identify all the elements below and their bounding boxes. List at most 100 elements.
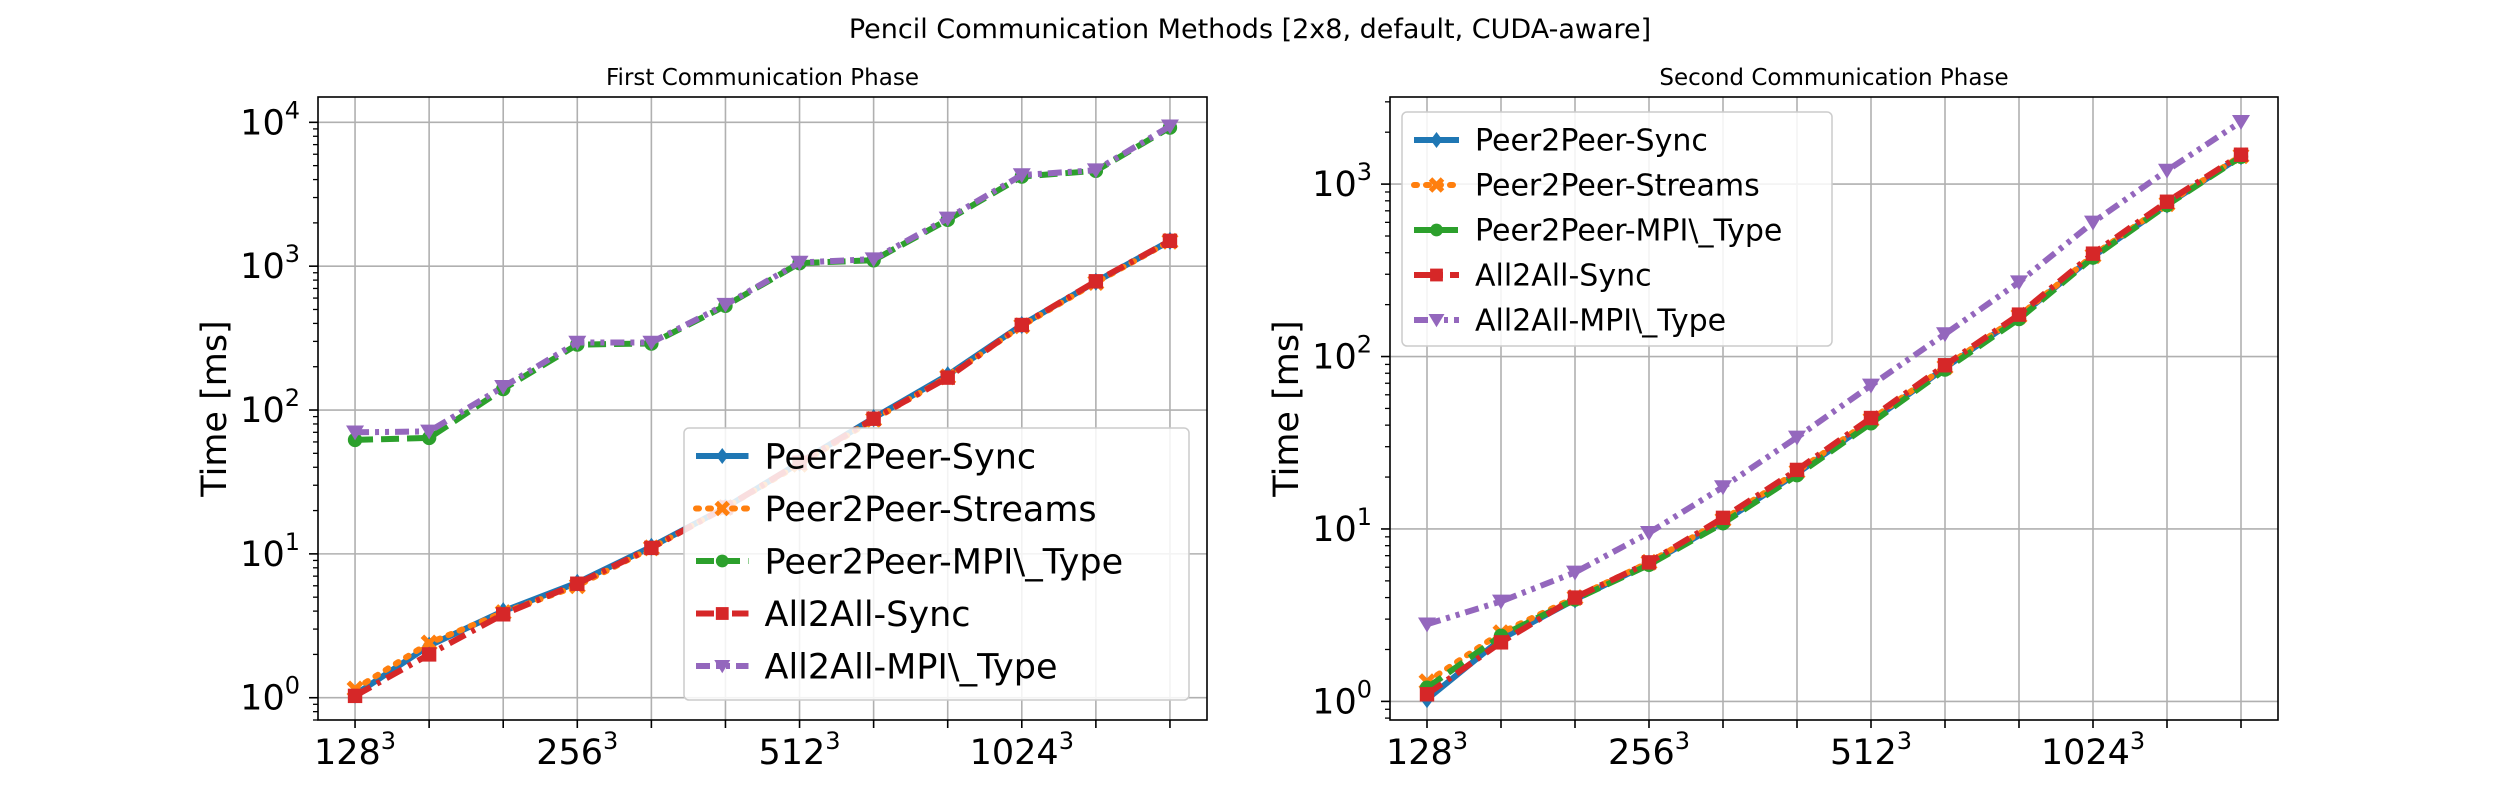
legend: Peer2Peer-Sync Peer2Peer-Streams Peer2Peer… [1401, 111, 1833, 347]
legend-label: Peer2Peer-MPI\_Type [765, 542, 1124, 582]
series-line-all2all-mpi-type [1426, 119, 2243, 628]
data-point-all2all-mpi-type [1418, 617, 1436, 633]
legend-swatch-marker [716, 448, 729, 464]
data-point-all2all-sync [1088, 274, 1104, 289]
subplot-title: First Communication Phase [606, 65, 919, 91]
subplot-first-phase: 1283 2563 5123 10243 100 101 102 103 104 First Co… [195, 65, 1208, 773]
legend-swatch-marker [1430, 268, 1443, 282]
data-point-all2all-sync [866, 411, 881, 426]
x-tick-label: 5123 [758, 727, 840, 773]
legend-label: All2All-Sync [765, 595, 971, 635]
data-point-all2all-sync [2011, 307, 2027, 322]
series-line-all2all-sync [1425, 152, 2243, 697]
legend-swatch-marker [1430, 132, 1443, 148]
data-point-all2all-mpi-type [494, 380, 513, 395]
data-point-all2all-mpi-type [2232, 114, 2250, 130]
legend-label: Peer2Peer-Streams [1475, 169, 1760, 204]
series-line-peer2peer-mpi-type [1425, 154, 2243, 691]
data-point-all2all-mpi-type [420, 424, 439, 440]
data-point-all2all-mpi-type [1936, 327, 1954, 343]
y-tick-label: 100 [240, 672, 300, 719]
data-point-all2all-sync [1162, 233, 1178, 249]
data-point-all2all-mpi-type [2158, 163, 2176, 179]
data-point-all2all-mpi-type [1012, 168, 1031, 184]
data-point-all2all-mpi-type [1160, 119, 1179, 135]
axes-frame [317, 96, 1208, 721]
subplot-title: Second Communication Phase [1659, 65, 2008, 91]
figure-suptitle: Pencil Communication Methods [2x8, defau… [848, 14, 1652, 45]
y-tick-label: 101 [1312, 503, 1372, 550]
data-point-all2all-mpi-type [642, 335, 661, 351]
data-point-all2all-mpi-type [790, 255, 809, 271]
y-axis-label: Time [ms] [195, 320, 235, 497]
data-point-all2all-mpi-type [1086, 163, 1105, 179]
data-point-all2all-mpi-type [1640, 526, 1658, 541]
y-axis-label: Time [ms] [1267, 320, 1307, 497]
legend-swatch-marker [1428, 177, 1445, 193]
x-tick-label: 2563 [536, 727, 618, 773]
data-point-all2all-mpi-type [2010, 275, 2028, 291]
data-point-all2all-sync [1419, 687, 1435, 702]
x-tick-label: 10243 [970, 727, 1074, 773]
legend-label: All2All-MPI\_Type [1475, 304, 1726, 339]
y-tick-label: 102 [1312, 331, 1372, 378]
x-tick-label: 1283 [314, 727, 396, 773]
legend-swatch-marker [1428, 314, 1445, 328]
series-line-all2all-mpi-type [355, 123, 1172, 436]
legend-label: All2All-Sync [1475, 259, 1652, 294]
x-tick-label: 10243 [2041, 727, 2145, 773]
data-point-all2all-sync [644, 540, 659, 556]
legend-swatch-marker [715, 607, 729, 620]
data-point-all2all-mpi-type [568, 335, 587, 351]
data-point-all2all-sync [1493, 635, 1509, 650]
legend-box [683, 427, 1190, 701]
data-point-all2all-mpi-type [864, 252, 883, 268]
legend-swatch-marker [715, 554, 729, 568]
x-tick-label: 2563 [1608, 727, 1690, 773]
subplot-second-phase: 1283 2563 5123 10243 100 101 102 103 Second Comm… [1267, 65, 2279, 773]
data-point-all2all-sync [2085, 246, 2101, 261]
x-tick-label: 5123 [1830, 727, 1912, 773]
legend-label: Peer2Peer-Sync [1475, 124, 1708, 159]
legend-box [1401, 111, 1833, 347]
data-point-all2all-mpi-type [1788, 430, 1806, 446]
data-point-all2all-sync [1789, 462, 1805, 478]
data-point-all2all-mpi-type [1714, 480, 1732, 496]
legend-label: Peer2Peer-Streams [765, 490, 1097, 530]
legend-swatch-marker [714, 500, 731, 517]
y-tick-label: 103 [1312, 158, 1372, 205]
data-point-all2all-mpi-type [716, 297, 735, 313]
data-point-all2all-sync [1567, 590, 1583, 605]
y-tick-label: 101 [240, 528, 300, 575]
legend: Peer2Peer-Sync Peer2Peer-Streams Peer2Peer… [683, 427, 1190, 701]
data-point-all2all-sync [2159, 194, 2175, 209]
data-point-all2all-sync [940, 370, 955, 385]
y-tick-label: 103 [240, 240, 300, 287]
y-tick-label: 104 [240, 96, 300, 143]
data-point-all2all-sync [1641, 555, 1657, 570]
x-tick-label: 1283 [1386, 727, 1468, 773]
data-point-all2all-sync [1715, 510, 1731, 526]
y-tick-label: 100 [1312, 675, 1372, 722]
legend-swatch-marker [714, 660, 731, 674]
data-point-all2all-sync [570, 576, 585, 591]
data-point-all2all-mpi-type [2084, 215, 2102, 231]
data-point-all2all-sync [496, 607, 511, 622]
legend-label: Peer2Peer-Sync [765, 437, 1037, 477]
data-point-all2all-sync [1014, 317, 1029, 333]
legend-swatch-marker [1430, 223, 1443, 237]
data-point-all2all-mpi-type [1492, 594, 1510, 610]
legend-label: All2All-MPI\_Type [765, 647, 1058, 687]
data-point-all2all-sync [1863, 410, 1879, 426]
data-point-all2all-mpi-type [938, 211, 957, 227]
data-point-all2all-sync [347, 688, 363, 704]
data-point-all2all-sync [421, 647, 437, 662]
y-tick-label: 102 [240, 384, 300, 431]
data-point-all2all-sync [1937, 358, 1953, 373]
data-point-all2all-mpi-type [346, 425, 365, 441]
data-point-all2all-mpi-type [1566, 565, 1584, 581]
data-point-all2all-mpi-type [1862, 378, 1880, 394]
axes-frame [1389, 96, 2279, 721]
